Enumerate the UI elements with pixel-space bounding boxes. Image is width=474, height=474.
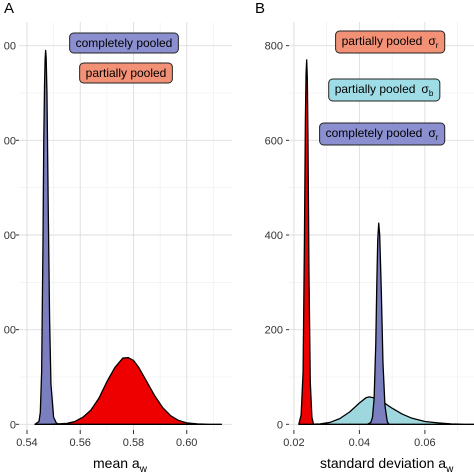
y-tick-label: 800 xyxy=(265,41,283,53)
panel-letter-b: B xyxy=(255,0,265,17)
y-tick-label: 00 xyxy=(4,135,16,147)
legend-label-text: partially pooled xyxy=(342,34,423,48)
legend-label-subscript: r xyxy=(436,41,439,50)
x-tick-label: 0.06 xyxy=(414,437,435,449)
legend-item: partially pooled xyxy=(79,62,173,84)
legend-box xyxy=(335,30,446,54)
legend-item: partially pooled σb xyxy=(328,78,441,102)
legend-label: completely pooled xyxy=(76,36,173,50)
x-tick-label: 0.02 xyxy=(283,437,304,449)
y-tick-label: 600 xyxy=(265,135,283,147)
legend-box xyxy=(328,78,441,102)
legend-item: completely pooled σr xyxy=(319,122,446,146)
legend-label-text: partially pooled xyxy=(335,82,416,96)
legend-label-text: completely pooled xyxy=(76,36,173,50)
panel-b-x-axis-label-sub: w xyxy=(445,464,454,474)
legend-label: partially pooled σr xyxy=(342,34,439,50)
panel-b: B 0.02 0.04 0.06 0 200 400 600 800 partially po… xyxy=(255,0,474,474)
legend-box xyxy=(319,122,446,146)
panel-b-series xyxy=(298,59,474,425)
panel-a-x-axis-label-text: mean a xyxy=(93,455,140,471)
legend-item: partially pooled σr xyxy=(335,30,446,54)
panel-b-ticks: 0.02 0.04 0.06 0 200 400 600 800 xyxy=(265,41,436,449)
legend-label: completely pooled σr xyxy=(326,126,439,142)
legend-label: partially pooled xyxy=(86,66,167,80)
y-tick-label: 0 xyxy=(10,419,16,431)
y-tick-label: 400 xyxy=(265,230,283,242)
legend-label-symbol: σ xyxy=(428,34,436,48)
legend-label-subscript: r xyxy=(436,133,439,142)
legend-label-text: completely pooled xyxy=(326,126,423,140)
legend-label: partially pooled σb xyxy=(335,82,434,98)
panel-a-legend: completely pooled partially pooled xyxy=(69,32,179,84)
panel-a-x-axis-label: mean aw xyxy=(93,455,148,474)
density-completely-pooled-r xyxy=(366,222,390,425)
panel-b-x-axis-label-text: standard deviation a xyxy=(320,455,446,471)
x-tick-label: 0.58 xyxy=(123,437,144,449)
legend-label-symbol: σ xyxy=(421,82,429,96)
density-partially-pooled xyxy=(50,356,222,425)
panel-a-series xyxy=(34,49,222,425)
legend-label-text: partially pooled xyxy=(86,66,167,80)
legend-label-symbol: σ xyxy=(428,126,436,140)
y-tick-label: 00 xyxy=(4,41,16,53)
legend-box xyxy=(69,32,179,54)
x-tick-label: 0.54 xyxy=(16,437,37,449)
y-tick-label: 0 xyxy=(277,419,283,431)
panel-b-x-axis-label: standard deviation aw xyxy=(320,455,454,474)
y-tick-label: 200 xyxy=(265,325,283,337)
y-tick-label: 00 xyxy=(4,230,16,242)
legend-box xyxy=(79,62,173,84)
x-tick-label: 0.56 xyxy=(70,437,91,449)
x-tick-label: 0.04 xyxy=(349,437,370,449)
y-tick-label: 00 xyxy=(4,325,16,337)
legend-item: completely pooled xyxy=(69,32,179,54)
density-partially-pooled-r xyxy=(298,59,315,425)
legend-label-subscript: b xyxy=(429,89,434,98)
panel-a-x-axis-label-sub: w xyxy=(139,464,148,474)
panel-letter-a: A xyxy=(4,0,14,17)
density-completely-pooled xyxy=(34,49,60,425)
x-tick-label: 0.60 xyxy=(176,437,197,449)
